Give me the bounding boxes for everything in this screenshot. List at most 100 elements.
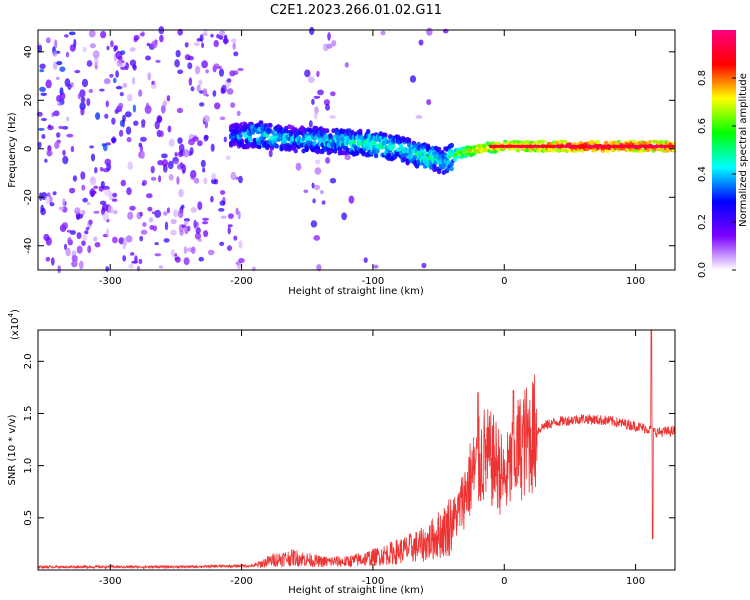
spectrogram-noise-cell [426, 27, 433, 36]
spectrogram-noise-cell [211, 173, 216, 180]
spectrogram-noise-cell [38, 127, 45, 131]
colorbar-tick-label: 0.2 [697, 214, 708, 230]
spectrogram-noise-cell [138, 89, 143, 97]
spectrogram-peak-cell [591, 144, 596, 148]
spectrogram-noise-cell [58, 206, 65, 211]
spectrogram-noise-cell [105, 100, 110, 108]
spectrogram-noise-cell [132, 104, 137, 113]
spectrogram-signal-cell [257, 144, 262, 150]
spectrogram-noise-cell [115, 50, 123, 60]
spectrogram-signal-cell [375, 148, 380, 154]
spectrogram-peak-cell [606, 144, 612, 148]
spectrogram-peak-cell [539, 144, 545, 148]
colorbar: 0.0 0.2 0.4 0.6 0.8 Normalized spectral ampl… [697, 30, 749, 278]
colorbar-gradient [712, 30, 736, 270]
spectrogram-noise-cell [233, 235, 238, 241]
spectrogram-noise-cell [230, 102, 236, 108]
spectrogram-noise-cell [92, 50, 100, 59]
spectrogram-signal-cell [632, 139, 637, 144]
spectrogram-noise-cell [61, 126, 69, 130]
spectrogram-signal-cell [540, 139, 546, 144]
spectrogram-noise-cell [128, 263, 134, 269]
spectrogram-noise-cell [94, 57, 99, 66]
spectrogram-signal-cell [265, 133, 270, 139]
colorbar-ticks: 0.0 0.2 0.4 0.6 0.8 [697, 70, 736, 278]
spectrogram-noise-cell [304, 69, 311, 78]
spectrogram-noise-cell [216, 33, 220, 39]
spectrogram-noise-cell [45, 37, 51, 44]
spectrogram-noise-cell [238, 257, 245, 264]
spectrogram-noise-cell [223, 136, 227, 143]
spectrogram-noise-cell [123, 237, 127, 247]
spectrogram-noise-cell [187, 62, 193, 70]
snr-series-line [37, 329, 676, 570]
spectrogram-noise-cell [163, 238, 170, 243]
spectrogram-noise-cell [111, 117, 116, 125]
spectrogram-noise-cell [142, 179, 147, 186]
spectrogram-noise-cell [107, 205, 113, 214]
spectrogram-noise-cell [218, 68, 225, 77]
spectrogram-noise-cell [363, 257, 368, 263]
spectrogram-noise-cell [126, 187, 132, 196]
spectrogram-noise-cell [39, 69, 45, 73]
spectrogram-peak-cell [666, 144, 671, 148]
spectrogram-noise-cell [409, 75, 417, 83]
spectrogram-noise-cell [52, 191, 57, 196]
spectrogram-peak-cell [567, 144, 573, 148]
spectrogram-noise-cell [56, 61, 63, 66]
spectrogram-noise-cell [120, 179, 127, 187]
spectrogram-peak-cell [504, 144, 510, 148]
spectrogram-noise-cell [331, 40, 337, 47]
spectrogram-noise-cell [312, 198, 316, 204]
spectrogram-noise-cell [150, 165, 155, 174]
spectrogram-noise-cell [320, 190, 324, 195]
spectrogram-noise-cell [212, 90, 217, 97]
spectrogram-noise-cell [47, 145, 52, 152]
spectrogram-signal-cell [604, 140, 609, 145]
spectrogram-noise-cell [227, 226, 231, 235]
spectrogram-noise-cell [237, 67, 244, 72]
spectrogram-noise-cell [85, 227, 90, 231]
spectrogram-cells [36, 26, 677, 274]
spectrogram-noise-cell [151, 80, 155, 85]
spectrogram-noise-cell [41, 134, 46, 139]
spectrogram-noise-cell [163, 211, 168, 216]
spectrogram-noise-cell [176, 164, 183, 170]
spectrogram-noise-cell [76, 213, 84, 219]
spectrogram-noise-cell [106, 228, 109, 236]
spectrogram-noise-cell [89, 145, 95, 149]
spectrogram-noise-cell [309, 26, 315, 36]
spectrogram-noise-cell [119, 92, 124, 97]
spectrogram-noise-cell [67, 83, 72, 90]
spectrogram-peak-cell [536, 144, 541, 148]
spectrogram-noise-cell [87, 245, 92, 254]
spectrogram-noise-cell [134, 255, 138, 264]
spectrogram-signal-cell [528, 148, 533, 153]
spectrogram-frame [37, 29, 676, 271]
snr-x-tick-label: -100 [362, 576, 385, 587]
spectrogram-noise-cell [86, 60, 93, 67]
spectrogram-noise-cell [100, 30, 107, 39]
spectrogram-signal-cell [449, 161, 454, 167]
spectrogram-noise-cell [54, 141, 60, 149]
spectrogram-noise-cell [344, 62, 349, 68]
spectrogram-signal-cell [407, 137, 412, 143]
spectrogram-noise-cell [93, 236, 98, 242]
spectrogram-signal-cell [632, 148, 637, 153]
spectrogram-signal-cell [399, 143, 404, 149]
spectrogram-noise-cell [203, 115, 210, 123]
spectrogram-peak-cell [587, 144, 592, 148]
spectrogram-noise-cell [199, 102, 205, 107]
spectrogram-noise-cell [59, 92, 66, 100]
spectrogram-noise-cell [74, 207, 81, 215]
spectrogram-noise-cell [175, 49, 181, 58]
spectrogram-noise-cell [106, 45, 110, 51]
spectrogram-noise-cell [141, 150, 145, 159]
spectrogram-noise-cell [313, 235, 321, 241]
snr-multiplier-close: ) [10, 309, 21, 313]
spectrogram-noise-cell [197, 140, 203, 147]
snr-multiplier-exp: 4 [7, 312, 15, 317]
spectrogram-noise-cell [202, 221, 209, 225]
spectrogram-noise-cell [197, 238, 203, 242]
snr-y-label: SNR (10 * v/v) [7, 414, 18, 485]
